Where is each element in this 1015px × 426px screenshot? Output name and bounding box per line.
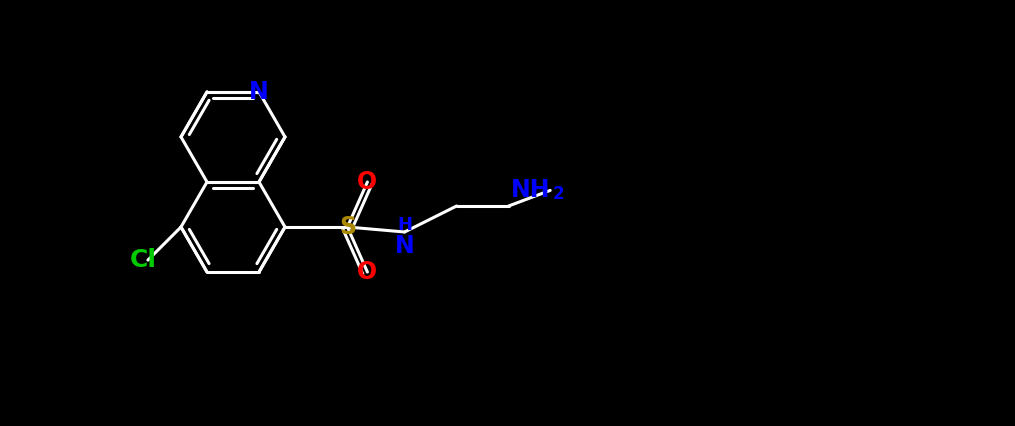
Text: Cl: Cl: [129, 248, 156, 272]
Text: 2: 2: [552, 185, 563, 203]
Text: NH: NH: [511, 178, 550, 202]
Text: N: N: [395, 234, 414, 258]
Text: O: O: [357, 260, 378, 284]
Text: S: S: [339, 215, 356, 239]
Text: O: O: [357, 170, 378, 194]
Text: N: N: [249, 80, 269, 104]
Text: H: H: [397, 216, 412, 234]
